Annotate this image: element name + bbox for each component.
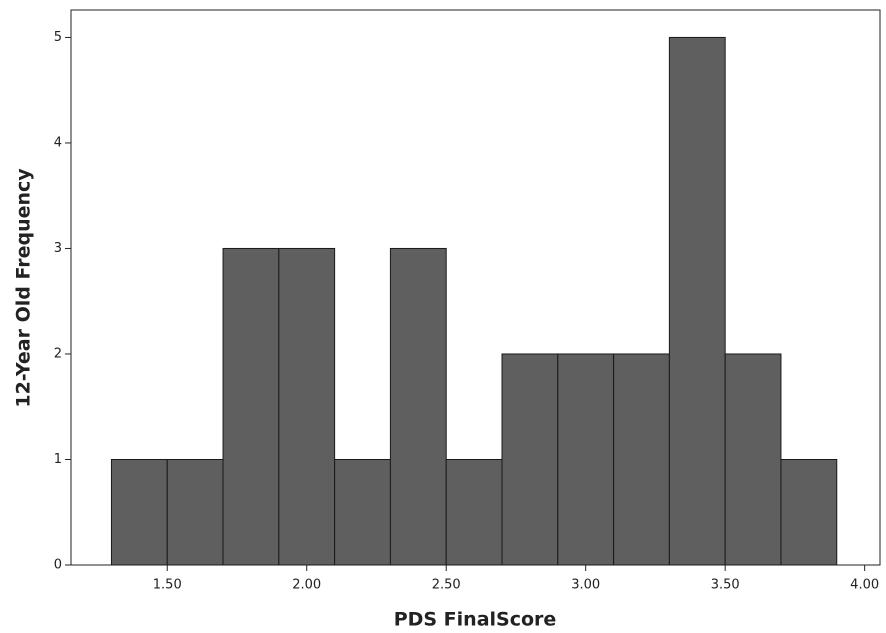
bar (110, 458, 168, 566)
y-tick-label: 0 (54, 558, 62, 573)
bar (668, 36, 726, 566)
bar (780, 458, 838, 566)
y-tick-label: 4 (54, 135, 62, 150)
x-tick-label: 1.50 (153, 578, 182, 593)
bar (445, 458, 503, 566)
bar (278, 247, 336, 566)
bar (613, 353, 670, 566)
y-tick-label: 5 (54, 30, 62, 45)
x-axis-title: PDS FinalScore (394, 609, 557, 631)
bar (334, 458, 391, 566)
bar (501, 353, 559, 566)
x-tick-label: 3.00 (571, 578, 600, 593)
bar (724, 353, 782, 566)
x-tick-label: 2.00 (292, 578, 321, 593)
bar (222, 247, 280, 566)
y-tick-label: 2 (54, 346, 62, 361)
bar (389, 247, 447, 566)
y-axis-title: 12-Year Old Frequency (13, 168, 35, 408)
x-tick-label: 4.00 (850, 578, 879, 593)
x-tick-label: 2.50 (432, 578, 461, 593)
bar (557, 353, 615, 566)
bar (166, 458, 224, 566)
y-tick-label: 3 (54, 241, 62, 256)
x-tick-label: 3.50 (711, 578, 740, 593)
y-tick-label: 1 (54, 452, 62, 467)
